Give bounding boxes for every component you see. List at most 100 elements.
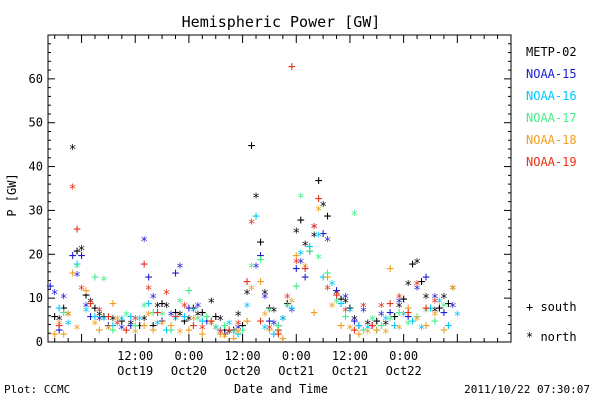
data-point: + [109, 323, 117, 338]
data-point: * [207, 297, 215, 312]
y-tick-label: 60 [29, 72, 43, 86]
data-point: * [64, 310, 72, 325]
data-point: * [449, 283, 457, 298]
data-point: + [386, 297, 394, 312]
data-point: + [274, 323, 282, 338]
data-point: + [221, 327, 229, 342]
data-point: + [118, 314, 126, 329]
x-tick-label: 0:00 [282, 349, 311, 363]
data-point: + [373, 323, 381, 338]
data-point: + [140, 318, 148, 333]
data-point: + [158, 297, 166, 312]
data-point: + [69, 248, 77, 263]
data-point: + [310, 305, 318, 320]
data-point: + [306, 244, 314, 259]
data-point: + [172, 266, 180, 281]
data-point: * [243, 288, 251, 303]
data-point: + [427, 301, 435, 316]
data-point: * [216, 314, 224, 329]
data-point: * [431, 297, 439, 312]
data-point: * [279, 314, 287, 329]
data-point: * [181, 301, 189, 316]
data-point: * [243, 301, 251, 316]
data-point: + [140, 257, 148, 272]
data-point: + [145, 270, 153, 285]
data-point: + [324, 270, 332, 285]
data-point: + [243, 314, 251, 329]
data-point: * [82, 305, 90, 320]
data-point: * [225, 318, 233, 333]
data-point: * [163, 301, 171, 316]
data-point: * [55, 318, 63, 333]
data-point: * [131, 314, 139, 329]
data-point: + [301, 270, 309, 285]
data-point: + [87, 310, 95, 325]
data-point: * [364, 327, 372, 342]
x-tick-label: 12:00 [332, 349, 368, 363]
data-point: + [55, 318, 63, 333]
data-point: + [185, 301, 193, 316]
data-point: + [60, 327, 68, 342]
y-tick-label: 20 [29, 247, 43, 261]
data-point: * [431, 310, 439, 325]
x-tick-label: 0:00 [174, 349, 203, 363]
y-tick-label: 10 [29, 291, 43, 305]
data-point: + [122, 323, 130, 338]
data-point: * [113, 314, 121, 329]
data-point: + [185, 323, 193, 338]
data-point: + [409, 257, 417, 272]
data-point: + [104, 310, 112, 325]
data-point: + [422, 270, 430, 285]
data-point: + [351, 323, 359, 338]
data-point: + [189, 318, 197, 333]
data-point: + [444, 318, 452, 333]
data-point: * [216, 327, 224, 342]
data-point: + [172, 305, 180, 320]
data-point: * [342, 297, 350, 312]
data-point: * [449, 301, 457, 316]
data-point: * [310, 222, 318, 237]
data-point: + [185, 283, 193, 298]
data-point: + [257, 314, 265, 329]
data-point: + [122, 323, 130, 338]
data-point: * [400, 310, 408, 325]
data-point: + [51, 310, 59, 325]
series-noaa-18: +*+*+*+*+ *+*+ *+*+ * +* +*+*+* +*+*+*+ *+*+*+*… [51, 204, 457, 346]
data-point: * [127, 318, 135, 333]
data-point: + [333, 283, 341, 298]
data-point: * [248, 261, 256, 276]
data-point: + [234, 327, 242, 342]
plot-timestamp: 2011/10/22 07:30:07 [464, 383, 590, 396]
data-point: + [252, 209, 260, 224]
data-point: + [440, 305, 448, 320]
data-point: + [337, 297, 345, 312]
data-point: + [149, 318, 157, 333]
data-point: * [315, 253, 323, 268]
data-point: * [418, 323, 426, 338]
series-noaa-17: +*+ *+*+* + *+*+* +* +* +*+*+*+*+*+*+*+* + *+*+ *… [60, 191, 448, 342]
data-point: * [104, 323, 112, 338]
data-point: + [167, 318, 175, 333]
data-point: + [203, 314, 211, 329]
data-point: * [346, 323, 354, 338]
data-point: * [140, 301, 148, 316]
data-point: + [189, 301, 197, 316]
data-point: * [324, 235, 332, 250]
data-point: + [440, 323, 448, 338]
data-point: * [189, 305, 197, 320]
data-point: * [252, 191, 260, 206]
marker-legend-south: + south [526, 300, 577, 314]
data-point: * [91, 318, 99, 333]
data-point: * [404, 279, 412, 294]
data-point: * [292, 226, 300, 241]
data-point: + [355, 327, 363, 342]
data-point: * [368, 314, 376, 329]
data-point: * [248, 218, 256, 233]
data-point: * [113, 318, 121, 333]
series-noaa-15: +*+*+*+*+ * + * +*+*+ *+*+ *+* + *+*+*+*+*+*+* +*… [46, 222, 456, 342]
data-point: * [261, 292, 269, 307]
marker-legend-north: * north [526, 330, 577, 344]
data-point: + [145, 297, 153, 312]
y-tick-label: 50 [29, 116, 43, 130]
data-point: * [301, 240, 309, 255]
